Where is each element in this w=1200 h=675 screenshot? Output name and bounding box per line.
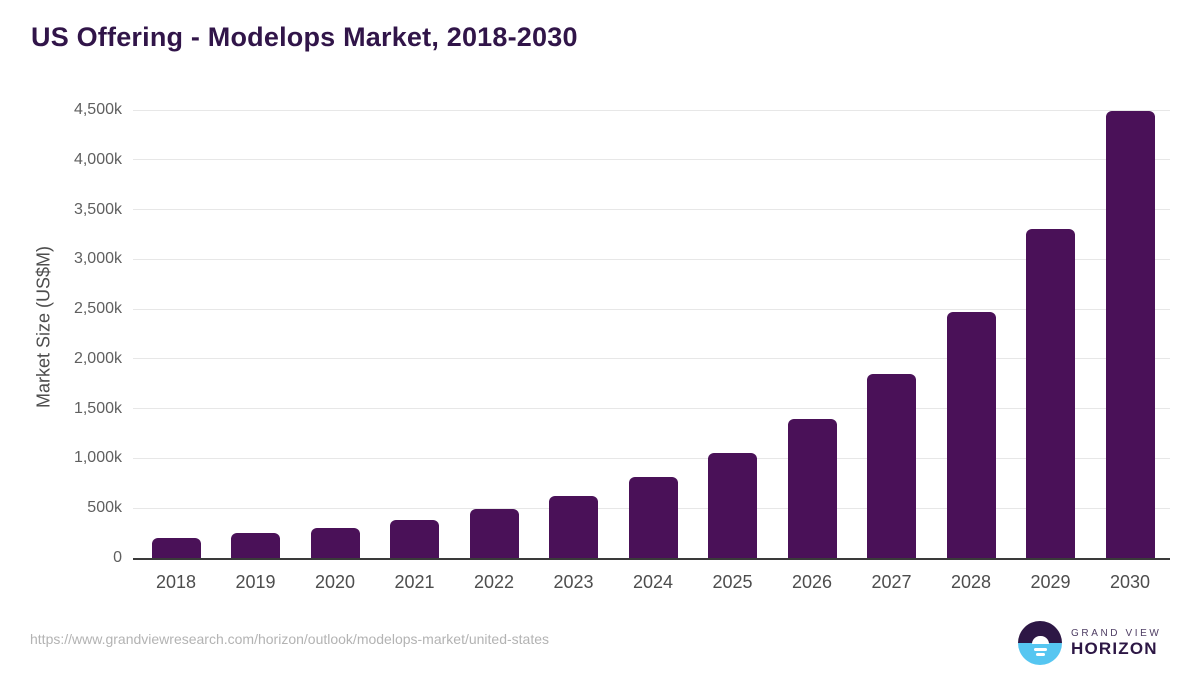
y-tick-label: 3,000k	[73, 250, 122, 268]
grand-view-horizon-logo: GRAND VIEW HORIZON	[1018, 621, 1161, 665]
y-tick-label: 500k	[87, 499, 122, 517]
bar-2023	[549, 496, 598, 558]
gridline	[133, 457, 1170, 459]
y-axis-title: Market Size (US$M)	[33, 245, 54, 409]
bar-2022	[469, 509, 519, 558]
x-tick-label: 2022	[473, 572, 515, 592]
y-tick-label: 4,500k	[73, 101, 122, 118]
bar-2025	[708, 452, 757, 558]
x-tick-label: 2019	[235, 572, 276, 592]
x-tick-label: 2028	[950, 572, 992, 592]
chart-title: US Offering - Modelops Market, 2018-2030	[31, 22, 578, 52]
x-tick-label: 2026	[791, 572, 833, 592]
gridline	[133, 109, 1170, 111]
bar-2026	[787, 419, 837, 558]
x-tick-label: 2018	[155, 572, 197, 592]
gridline	[133, 408, 1170, 410]
logo-text: GRAND VIEW HORIZON	[1071, 628, 1161, 658]
bar-2018	[151, 538, 201, 558]
y-tick-label: 2,000k	[73, 349, 122, 367]
sun-reflection-bar	[1035, 653, 1045, 656]
source-url: https://www.grandviewresearch.com/horizo…	[30, 631, 550, 647]
y-tick-label: 4,000k	[73, 150, 122, 168]
gridline	[133, 308, 1170, 310]
x-tick-label: 2027	[871, 572, 912, 592]
bar-2028	[946, 312, 996, 558]
x-tick-label: 2030	[1109, 572, 1151, 592]
sun-reflection-bar	[1033, 647, 1047, 651]
plot-area	[133, 109, 1170, 560]
y-tick-label: 0	[113, 549, 122, 566]
x-tick-label: 2029	[1030, 572, 1071, 592]
x-tick-label: 2024	[632, 572, 674, 592]
horizon-sun-icon	[1018, 621, 1062, 665]
y-tick-label: 3,500k	[73, 200, 122, 218]
bar-2027	[867, 373, 916, 558]
x-tick-label: 2023	[553, 572, 594, 592]
bar-2030	[1105, 111, 1155, 558]
bar-2019	[231, 533, 280, 558]
gridline	[133, 159, 1170, 161]
logo-brand-name: GRAND VIEW	[1071, 628, 1162, 639]
gridline	[133, 209, 1170, 211]
gridline	[133, 258, 1170, 260]
gridline	[133, 358, 1170, 360]
x-tick-label: 2025	[712, 572, 753, 592]
y-tick-label: 1,500k	[73, 399, 122, 417]
sun-shape	[1031, 636, 1049, 644]
y-tick-label: 1,000k	[73, 449, 122, 467]
logo-product-name: HORIZON	[1071, 639, 1158, 658]
y-tick-label: 2,500k	[73, 300, 122, 318]
x-tick-label: 2020	[314, 572, 356, 592]
bar-2029	[1026, 228, 1075, 558]
x-tick-label: 2021	[394, 572, 435, 592]
bar-2020	[310, 527, 360, 558]
bar-2024	[628, 477, 678, 558]
bar-2021	[390, 519, 439, 558]
